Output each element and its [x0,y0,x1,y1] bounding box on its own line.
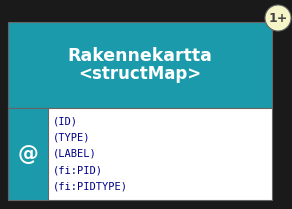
Text: (TYPE): (TYPE) [53,132,91,142]
Text: (ID): (ID) [53,116,78,126]
Text: <structMap>: <structMap> [78,65,201,83]
Text: (fi:PID): (fi:PID) [53,165,103,175]
Bar [8,22,272,108]
Bar [8,108,48,200]
Text: (fi:PIDTYPE): (fi:PIDTYPE) [53,182,128,192]
Bar [8,108,272,200]
Text: (LABEL): (LABEL) [53,149,97,159]
Text: 1+: 1+ [268,11,288,24]
Circle shape [265,5,291,31]
Text: @: @ [18,144,39,164]
Text: Rakennekartta: Rakennekartta [67,47,213,65]
